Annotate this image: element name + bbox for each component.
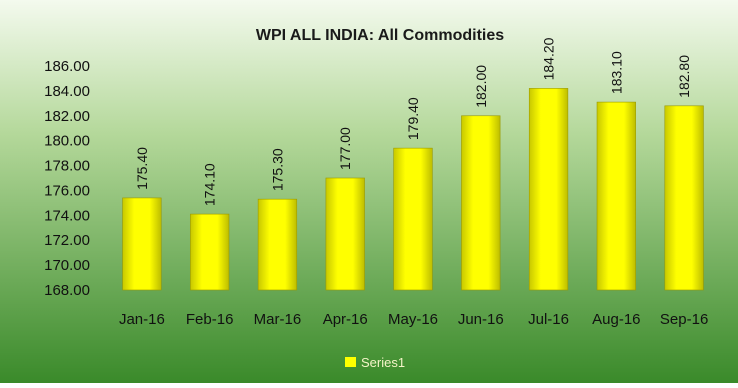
bar (190, 213, 230, 291)
y-tick-label: 176.00 (44, 182, 90, 199)
y-tick-label: 180.00 (44, 133, 90, 150)
legend-label: Series1 (361, 355, 405, 370)
legend: Series1 (345, 355, 405, 370)
y-tick-label: 168.00 (44, 282, 90, 299)
bar (461, 115, 501, 291)
y-tick-label: 182.00 (44, 108, 90, 125)
y-tick-label: 178.00 (44, 158, 90, 175)
x-tick-label: Jan-16 (119, 311, 165, 328)
y-tick-label: 170.00 (44, 257, 90, 274)
x-tick-label: Jun-16 (458, 311, 504, 328)
x-axis: Jan-16 Feb-16 Mar-16 Apr-16 May-16 Jun-16 Jul-… (119, 311, 708, 328)
y-tick-label: 172.00 (44, 232, 90, 249)
bar (393, 147, 433, 291)
y-axis: 168.00 170.00 172.00 174.00 176.00 178.00 180.… (44, 58, 90, 299)
x-tick-label: Jul-16 (528, 311, 569, 328)
data-label: 179.40 (405, 97, 421, 140)
bar (528, 88, 569, 291)
bar (325, 177, 365, 291)
x-tick-label: Aug-16 (592, 311, 640, 328)
y-tick-label: 174.00 (44, 207, 90, 224)
legend-swatch (345, 357, 356, 367)
data-label: 174.10 (202, 163, 218, 206)
x-tick-label: Sep-16 (660, 311, 708, 328)
chart-title: WPI ALL INDIA: All Commodities (256, 27, 504, 44)
x-tick-label: Feb-16 (186, 311, 234, 328)
data-label: 182.00 (473, 65, 489, 108)
x-tick-label: May-16 (388, 311, 438, 328)
x-tick-label: Mar-16 (254, 311, 302, 328)
data-label: 183.10 (608, 51, 624, 94)
y-tick-label: 184.00 (44, 83, 90, 100)
data-label: 175.30 (269, 148, 285, 191)
data-label: 182.80 (676, 55, 692, 98)
bar (257, 198, 298, 291)
y-tick-label: 186.00 (44, 58, 90, 75)
bar (122, 197, 162, 291)
bars: 175.40 174.10 175.30 177.00 179.40 182.00 184.… (122, 37, 704, 291)
data-label: 184.20 (541, 37, 557, 80)
bar (596, 101, 636, 291)
data-label: 175.40 (134, 147, 150, 190)
bar (664, 105, 704, 291)
data-label: 177.00 (337, 127, 353, 170)
x-tick-label: Apr-16 (323, 311, 368, 328)
